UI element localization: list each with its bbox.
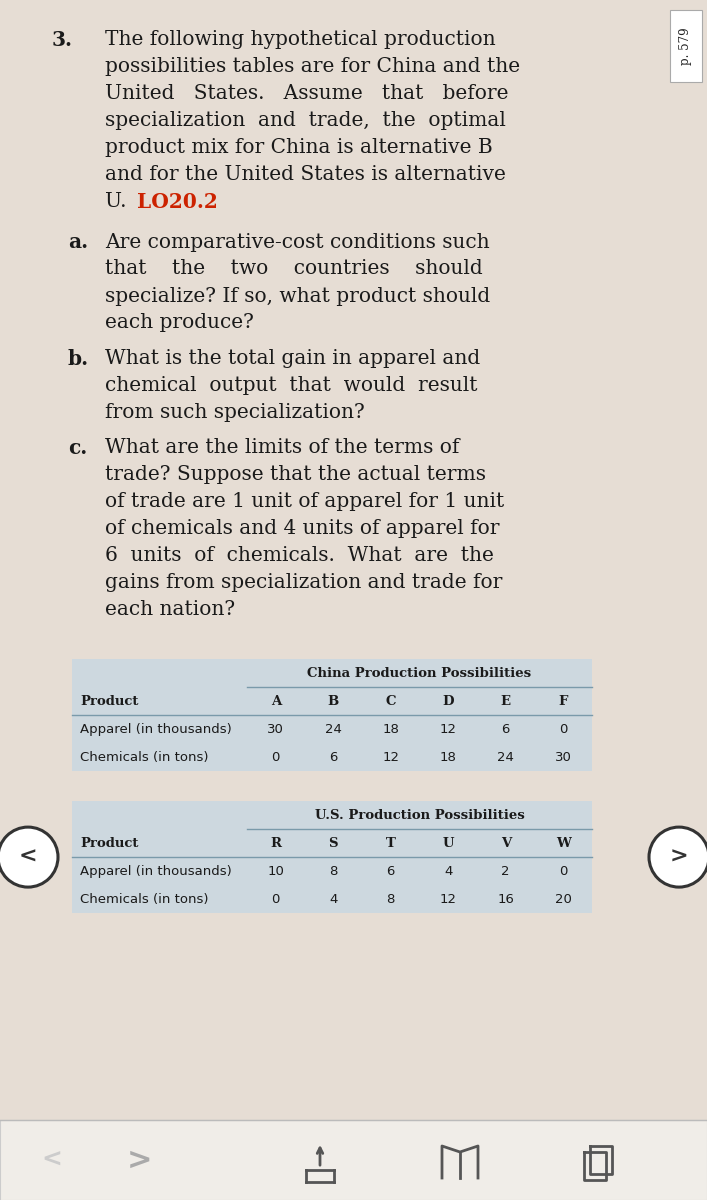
Text: 24: 24 — [325, 722, 341, 736]
Text: specialize? If so, what product should: specialize? If so, what product should — [105, 287, 490, 306]
Text: of chemicals and 4 units of apparel for: of chemicals and 4 units of apparel for — [105, 518, 500, 538]
Text: 0: 0 — [271, 751, 280, 763]
Circle shape — [0, 827, 58, 887]
Text: 6: 6 — [329, 751, 337, 763]
Text: <: < — [18, 847, 37, 868]
Text: R: R — [270, 836, 281, 850]
Circle shape — [649, 827, 707, 887]
Text: 3.: 3. — [52, 30, 73, 50]
Text: each nation?: each nation? — [105, 600, 235, 619]
Text: 8: 8 — [329, 864, 337, 877]
Text: S: S — [329, 836, 338, 850]
Text: trade? Suppose that the actual terms: trade? Suppose that the actual terms — [105, 464, 486, 484]
Text: possibilities tables are for China and the: possibilities tables are for China and t… — [105, 56, 520, 76]
Text: 20: 20 — [555, 893, 572, 906]
Text: 6  units  of  chemicals.  What  are  the: 6 units of chemicals. What are the — [105, 546, 494, 565]
Text: >: > — [670, 847, 689, 868]
Text: Apparel (in thousands): Apparel (in thousands) — [80, 722, 232, 736]
Text: b.: b. — [68, 348, 89, 368]
Text: gains from specialization and trade for: gains from specialization and trade for — [105, 572, 503, 592]
Text: 12: 12 — [440, 722, 457, 736]
Text: 30: 30 — [267, 722, 284, 736]
Text: U.S. Production Possibilities: U.S. Production Possibilities — [315, 809, 525, 822]
Text: U.: U. — [105, 192, 133, 211]
Text: Chemicals (in tons): Chemicals (in tons) — [80, 751, 209, 763]
Text: W: W — [556, 836, 571, 850]
Text: specialization  and  trade,  the  optimal: specialization and trade, the optimal — [105, 110, 506, 130]
Text: U: U — [443, 836, 454, 850]
Text: F: F — [559, 695, 568, 708]
Text: 16: 16 — [497, 893, 514, 906]
Text: chemical  output  that  would  result: chemical output that would result — [105, 376, 477, 395]
Text: <: < — [42, 1148, 62, 1172]
Text: Are comparative-cost conditions such: Are comparative-cost conditions such — [105, 233, 490, 252]
Text: 6: 6 — [387, 864, 395, 877]
FancyBboxPatch shape — [72, 659, 592, 772]
Text: What is the total gain in apparel and: What is the total gain in apparel and — [105, 348, 480, 367]
Text: Product: Product — [80, 836, 139, 850]
Text: 6: 6 — [501, 722, 510, 736]
Text: 0: 0 — [559, 864, 568, 877]
Text: and for the United States is alternative: and for the United States is alternative — [105, 164, 506, 184]
Text: C: C — [385, 695, 396, 708]
Text: 10: 10 — [267, 864, 284, 877]
Text: product mix for China is alternative B: product mix for China is alternative B — [105, 138, 493, 157]
Text: 0: 0 — [271, 893, 280, 906]
Text: from such specialization?: from such specialization? — [105, 403, 365, 421]
Text: United   States.   Assume   that   before: United States. Assume that before — [105, 84, 508, 103]
Text: A: A — [271, 695, 281, 708]
Text: each produce?: each produce? — [105, 313, 254, 332]
Text: a.: a. — [68, 233, 88, 252]
Text: What are the limits of the terms of: What are the limits of the terms of — [105, 438, 460, 457]
Text: China Production Possibilities: China Production Possibilities — [308, 667, 532, 679]
Text: Apparel (in thousands): Apparel (in thousands) — [80, 864, 232, 877]
Text: 0: 0 — [559, 722, 568, 736]
FancyBboxPatch shape — [0, 1120, 707, 1200]
Text: of trade are 1 unit of apparel for 1 unit: of trade are 1 unit of apparel for 1 uni… — [105, 492, 504, 511]
Text: V: V — [501, 836, 511, 850]
Text: T: T — [386, 836, 396, 850]
Text: 4: 4 — [444, 864, 452, 877]
Text: 24: 24 — [497, 751, 514, 763]
Text: 30: 30 — [555, 751, 572, 763]
Text: that    the    two    countries    should: that the two countries should — [105, 259, 483, 278]
Text: 18: 18 — [440, 751, 457, 763]
Text: 12: 12 — [440, 893, 457, 906]
Text: The following hypothetical production: The following hypothetical production — [105, 30, 496, 49]
Text: LO20.2: LO20.2 — [137, 192, 218, 212]
Text: p. 579: p. 579 — [679, 28, 692, 65]
Text: c.: c. — [68, 438, 87, 457]
Text: Chemicals (in tons): Chemicals (in tons) — [80, 893, 209, 906]
Text: D: D — [443, 695, 454, 708]
Text: 2: 2 — [501, 864, 510, 877]
Text: 18: 18 — [382, 722, 399, 736]
Text: 4: 4 — [329, 893, 337, 906]
FancyBboxPatch shape — [72, 802, 592, 913]
Text: >: > — [127, 1146, 153, 1175]
Text: 12: 12 — [382, 751, 399, 763]
Text: B: B — [327, 695, 339, 708]
Text: Product: Product — [80, 695, 139, 708]
Text: E: E — [501, 695, 510, 708]
Text: 8: 8 — [387, 893, 395, 906]
FancyBboxPatch shape — [670, 10, 702, 82]
